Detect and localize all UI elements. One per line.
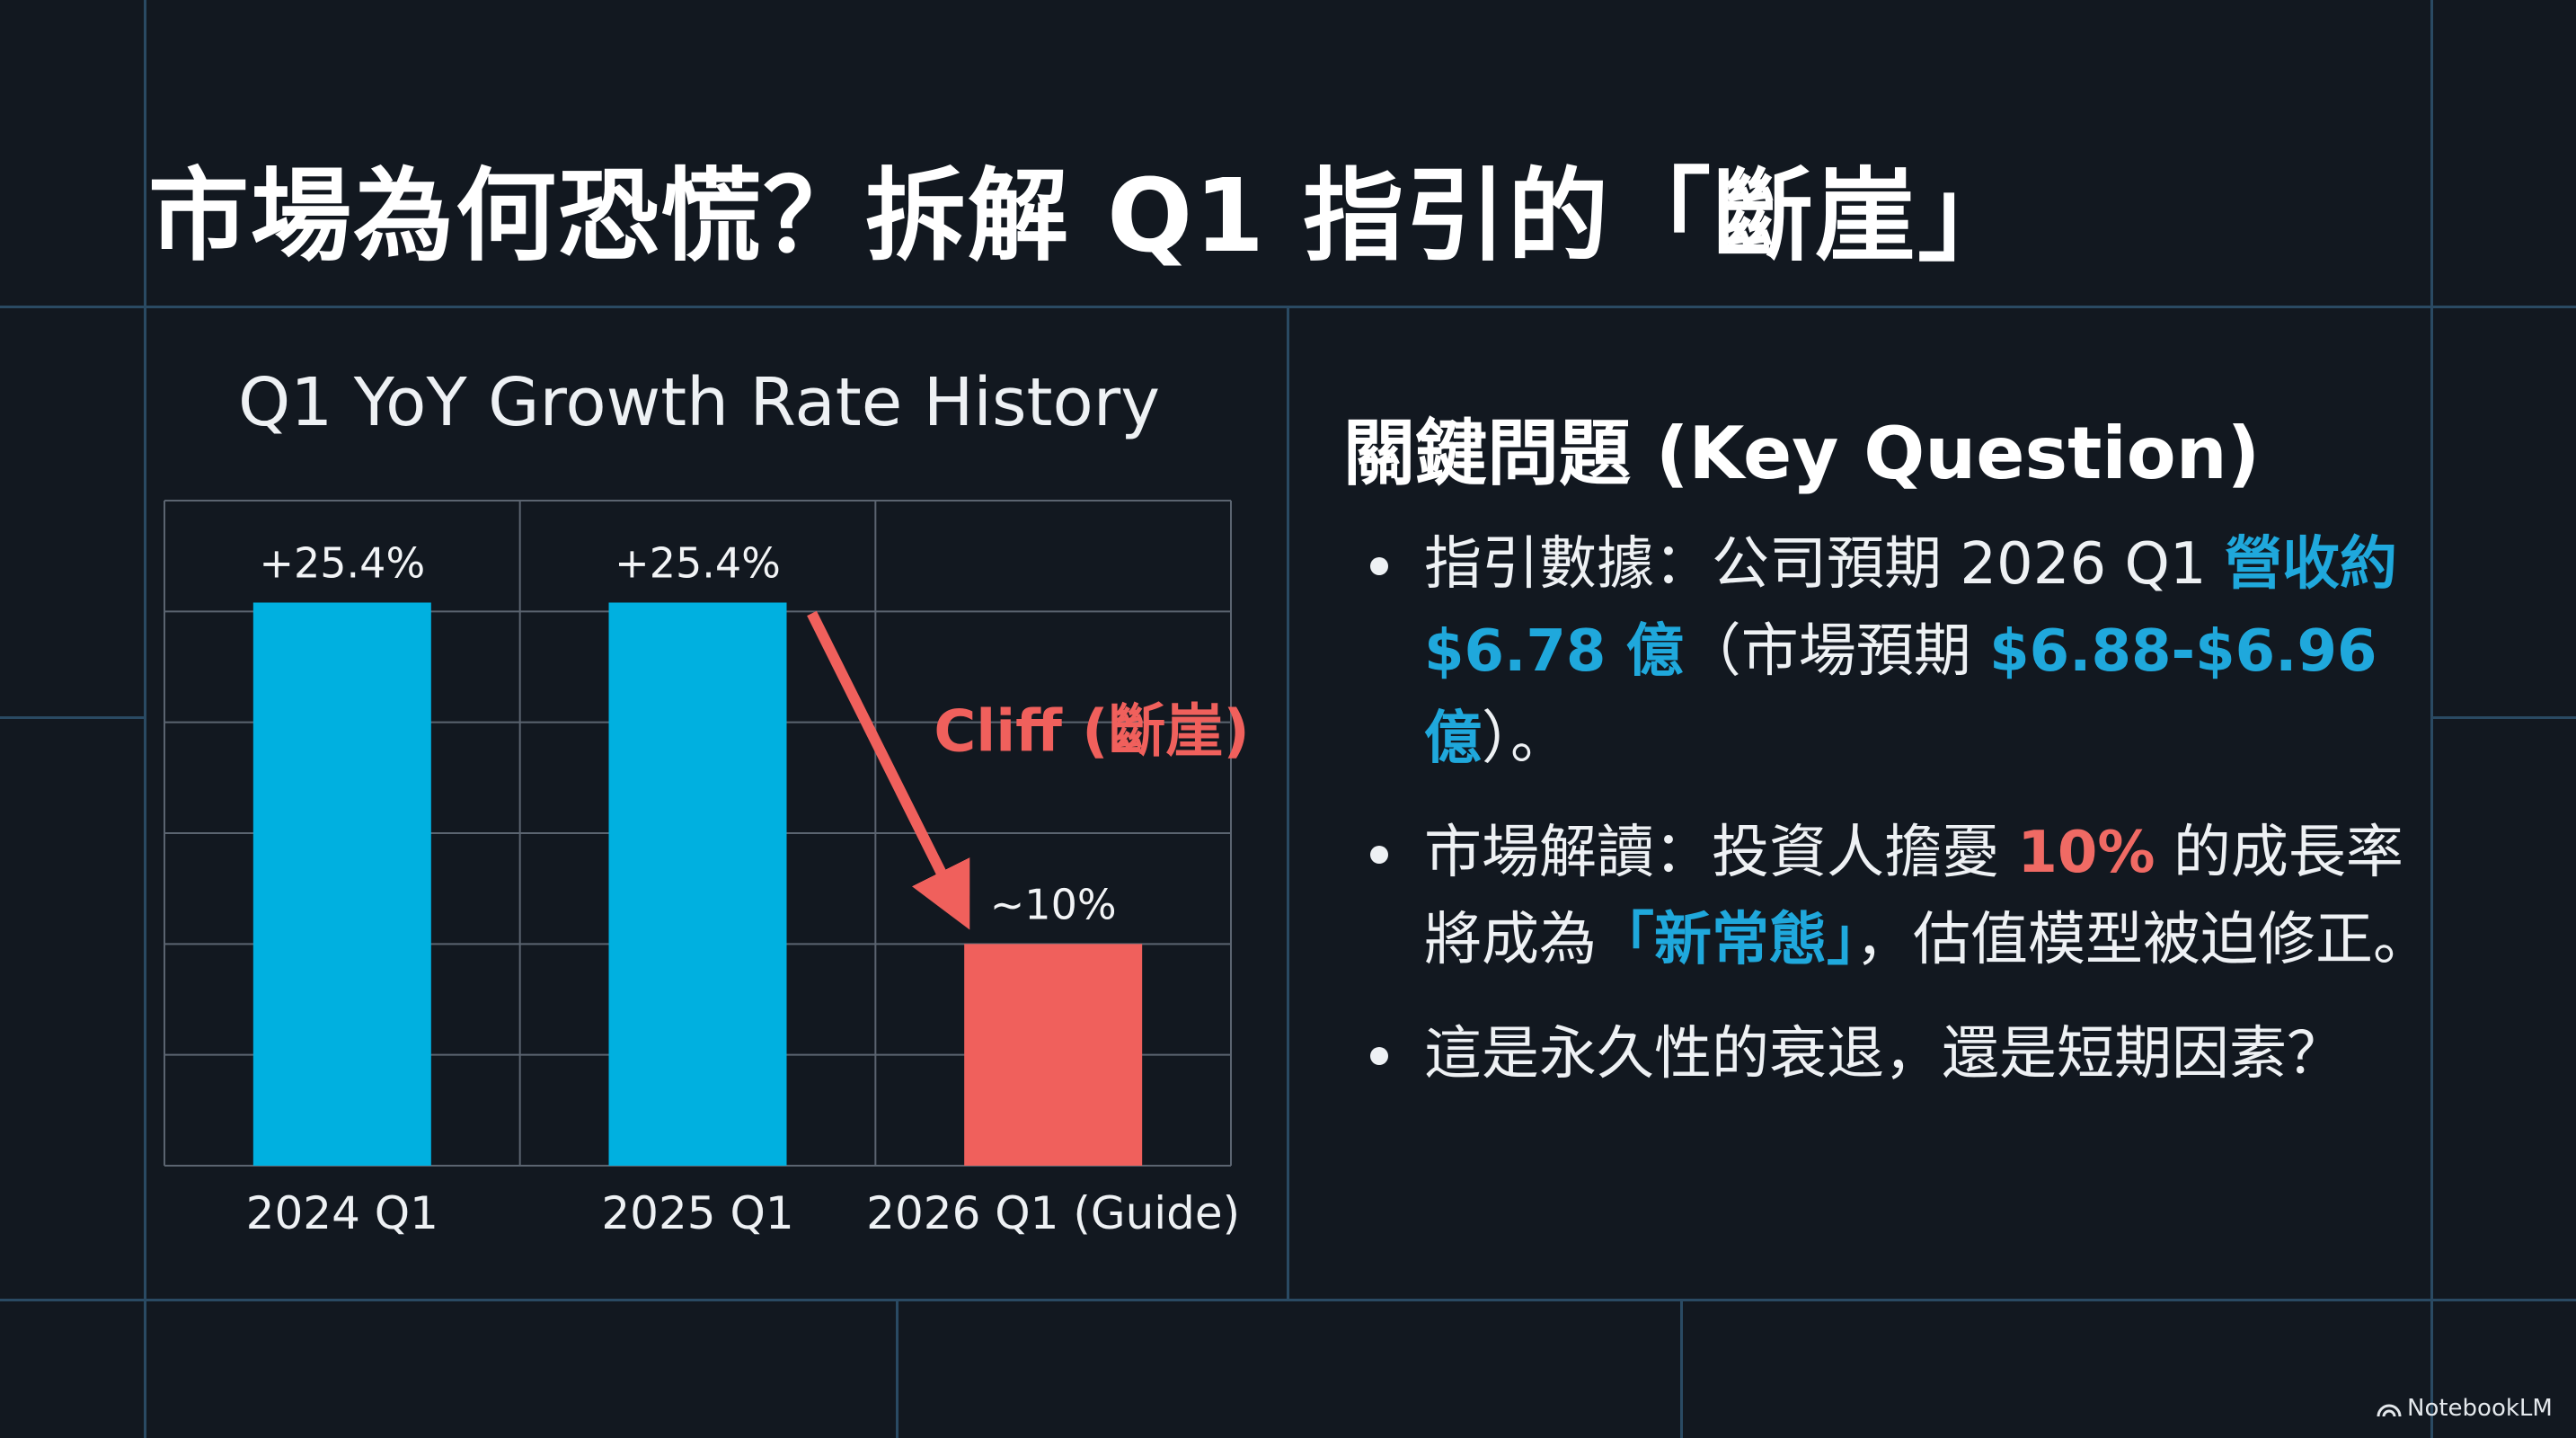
key-question-bullet: 這是永久性的衰退，還是短期因素？ (1370, 1011, 2430, 1098)
data-label: +25.4% (259, 538, 425, 587)
data-label: +25.4% (615, 538, 781, 587)
chart-title: Q1 YoY Growth Rate History (237, 364, 1161, 441)
x-tick-label: 2026 Q1 (Guide) (866, 1187, 1240, 1239)
bullet-text: （市場預期 (1683, 618, 1990, 685)
bullet-text: 這是永久性的衰退，還是短期因素？ (1424, 1021, 2344, 1087)
bullet-text: ，估值模型被迫修正。 (1855, 907, 2430, 973)
key-question-bullet: 指引數據：公司預期 2026 Q1 營收約 $6.78 億（市場預期 $6.88… (1370, 521, 2430, 783)
bullet-highlight: 「新常態」 (1597, 907, 1855, 973)
key-question-bullet: 市場解讀：投資人擔憂 10% 的成長率將成為「新常態」，估值模型被迫修正。 (1370, 810, 2430, 984)
branding-text: NotebookLM (2407, 1395, 2553, 1422)
page-title: 市場為何恐慌？拆解 Q1 指引的「斷崖」 (148, 158, 2021, 275)
bullet-dot-icon (1370, 1047, 1388, 1065)
bullet-text: 的成長率將成為 (1424, 820, 2403, 973)
cliff-arrow (807, 610, 970, 930)
key-question-list: 指引數據：公司預期 2026 Q1 營收約 $6.78 億（市場預期 $6.88… (1370, 521, 2430, 1125)
data-label: ~10% (990, 880, 1117, 928)
notebooklm-logo-icon (2377, 1404, 2402, 1417)
x-tick-label: 2025 Q1 (601, 1187, 793, 1239)
bar (252, 602, 431, 1166)
bullet-text: 指引數據：公司預期 2026 Q1 (1424, 531, 2225, 598)
bar (964, 944, 1143, 1166)
bullet-text: ）。 (1482, 706, 1568, 772)
bullet-text: 市場解讀：投資人擔憂 (1424, 820, 2018, 886)
key-question-title: 關鍵問題 (Key Question) (1343, 412, 2261, 495)
x-tick-label: 2024 Q1 (246, 1187, 438, 1239)
bar (608, 602, 787, 1166)
cliff-annotation: Cliff (斷崖) (934, 698, 1249, 765)
bullet-dot-icon (1370, 846, 1388, 864)
notebooklm-branding: NotebookLM (2377, 1395, 2553, 1422)
bullet-highlight: $6.88-$6.96 億 (1424, 618, 2377, 772)
bullet-highlight: 營收約 $6.78 億 (1424, 531, 2397, 685)
bullet-highlight: 10% (2017, 820, 2156, 886)
bullet-dot-icon (1370, 557, 1388, 575)
